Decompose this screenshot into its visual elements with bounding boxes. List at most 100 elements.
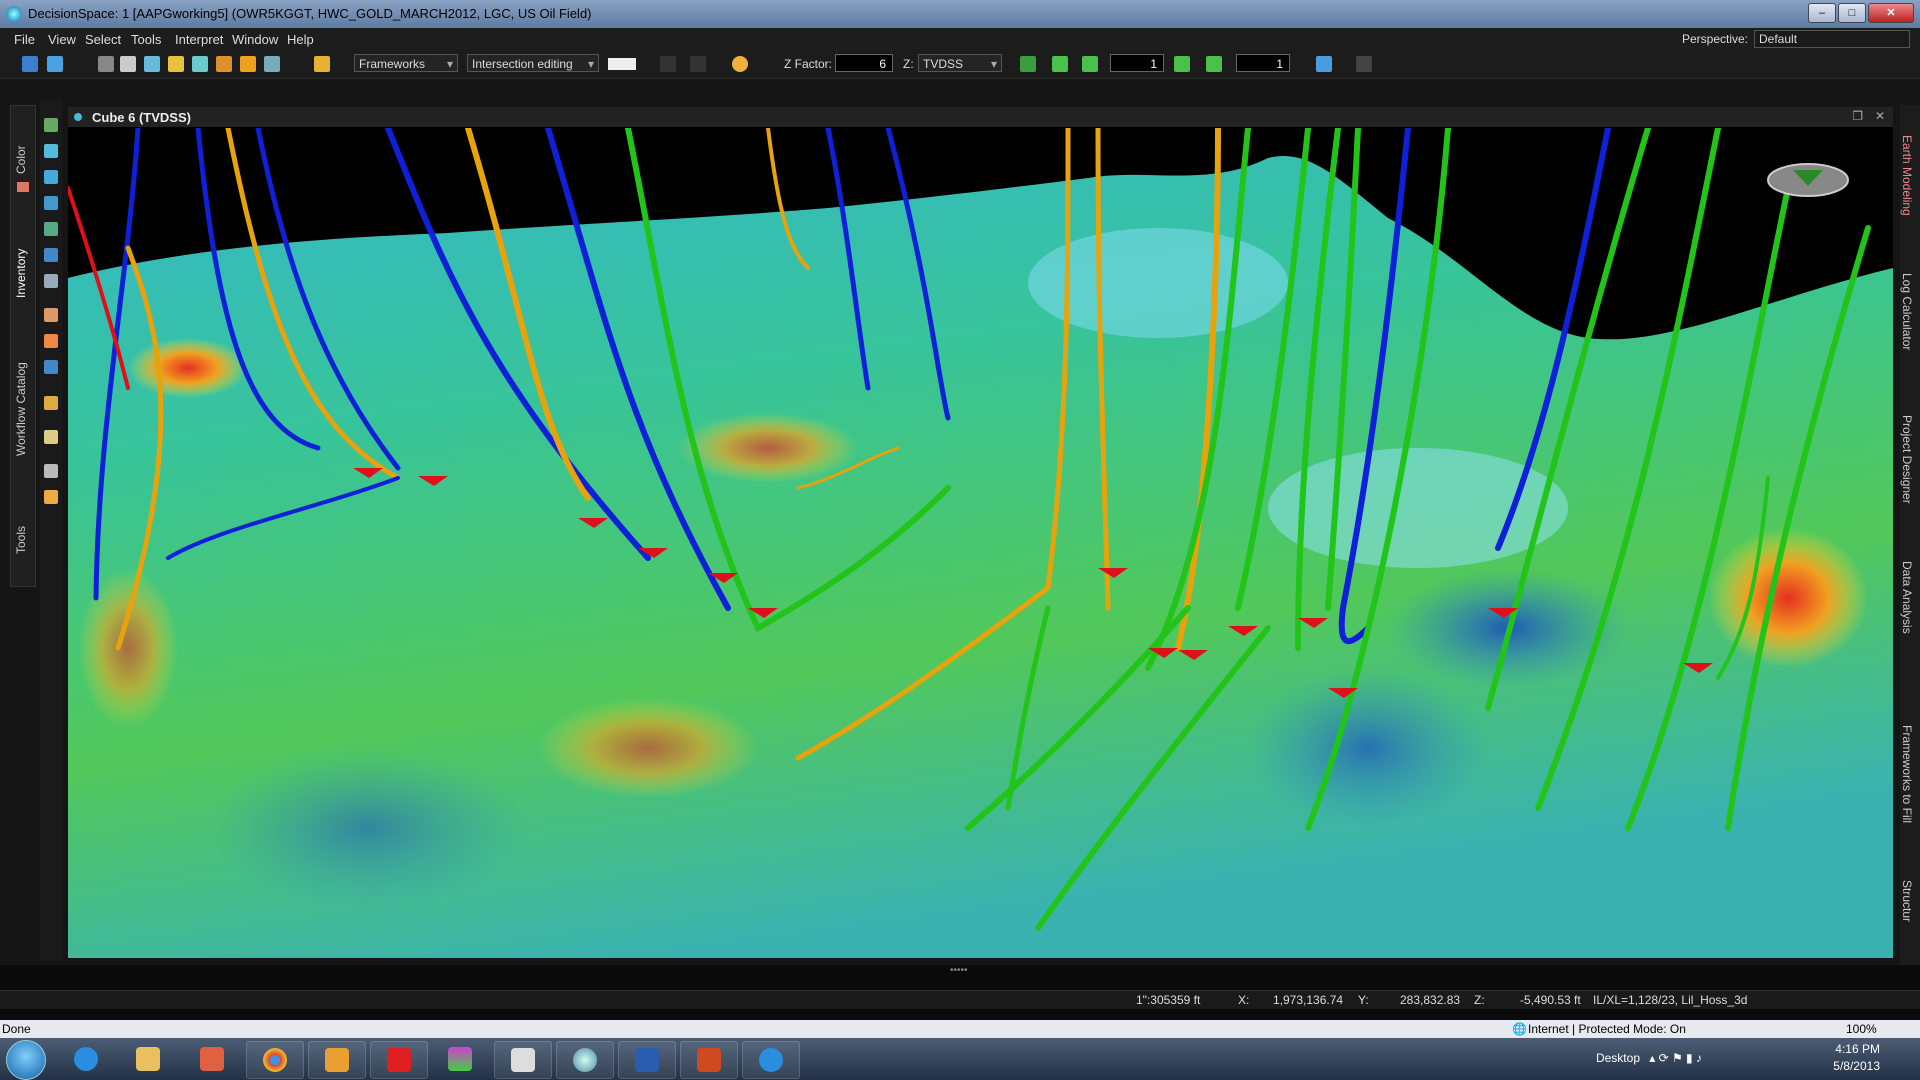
step-back-icon[interactable] — [1082, 56, 1098, 72]
tab-project-designer[interactable]: Project Designer — [1900, 415, 1914, 504]
print-icon[interactable] — [144, 56, 160, 72]
z-domain-combo[interactable]: TVDSS — [918, 54, 1002, 72]
tab-frameworks-to-fill[interactable]: Frameworks to Fill — [1900, 725, 1914, 823]
tab-inventory[interactable]: Inventory — [14, 249, 28, 298]
tool-pan-icon[interactable] — [44, 196, 58, 210]
tool-grid-icon[interactable] — [44, 118, 58, 132]
menu-help[interactable]: Help — [287, 32, 314, 47]
menu-window[interactable]: Window — [232, 32, 278, 47]
tab-data-analysis[interactable]: Data Analysis — [1900, 561, 1914, 634]
splitter-handle[interactable]: ••••• — [950, 965, 968, 976]
tool-home-icon[interactable] — [44, 222, 58, 236]
snapshot-icon[interactable] — [1316, 56, 1332, 72]
amplitude-hotspot — [78, 568, 178, 728]
tab-earth-modeling[interactable]: Earth Modeling — [1900, 135, 1914, 216]
menu-view[interactable]: View — [48, 32, 76, 47]
tool-map-icon[interactable] — [44, 396, 58, 410]
taskbar-media[interactable] — [184, 1041, 240, 1077]
seismic-surface-view[interactable] — [68, 128, 1893, 958]
taskbar-outlook[interactable] — [308, 1041, 366, 1079]
tool-layers-icon[interactable] — [44, 274, 58, 288]
redo-icon[interactable] — [690, 56, 706, 72]
zfactor-input[interactable]: 6 — [835, 54, 893, 72]
low-amplitude-zone — [1248, 668, 1488, 828]
pencil-icon[interactable] — [314, 56, 330, 72]
taskbar-decisionspace[interactable] — [556, 1041, 614, 1079]
zoom-level[interactable]: 100% — [1846, 1022, 1877, 1036]
surface-highlight — [1268, 448, 1568, 568]
new-session-icon[interactable] — [22, 56, 38, 72]
taskbar-app-target[interactable] — [494, 1041, 552, 1079]
close-panel-icon[interactable]: ✕ — [1875, 109, 1885, 123]
frameworks-combo[interactable]: Frameworks — [354, 54, 458, 72]
tray-icons[interactable]: ▴ ⟳ ⚑ ▮ ♪ — [1649, 1051, 1702, 1065]
tool-pointer-icon[interactable] — [44, 464, 58, 478]
play-back-icon[interactable] — [1052, 56, 1068, 72]
tool-frame-icon[interactable] — [44, 360, 58, 374]
pause-icon[interactable] — [1356, 56, 1372, 72]
taskbar-app-colors[interactable] — [432, 1041, 488, 1077]
menu-file[interactable]: File — [14, 32, 35, 47]
blank-icon[interactable] — [98, 56, 114, 72]
globe-icon[interactable] — [168, 56, 184, 72]
outlook-icon — [325, 1048, 349, 1072]
z-coordinate: -5,490.53 ft — [1520, 993, 1581, 1007]
frame-first-icon[interactable] — [1020, 56, 1036, 72]
color-tab-icon — [17, 182, 29, 192]
tab-log-calculator[interactable]: Log Calculator — [1900, 273, 1914, 350]
taskbar-app-red[interactable] — [370, 1041, 428, 1079]
tab-workflow-catalog[interactable]: Workflow Catalog — [14, 362, 28, 456]
media-icon — [200, 1047, 224, 1071]
taskbar-chrome[interactable] — [246, 1041, 304, 1079]
folder-icon — [136, 1047, 160, 1071]
frame-input-b[interactable]: 1 — [1236, 54, 1290, 72]
start-button[interactable] — [6, 1040, 46, 1080]
frame-input-a[interactable]: 1 — [1110, 54, 1164, 72]
tool-note-icon[interactable] — [44, 430, 58, 444]
decisionspace-icon — [573, 1048, 597, 1072]
play-forward-icon[interactable] — [1206, 56, 1222, 72]
minimize-button[interactable]: – — [1808, 3, 1836, 23]
menu-interpret[interactable]: Interpret — [175, 32, 223, 47]
clock-time[interactable]: 4:16 PM — [1835, 1042, 1880, 1056]
sun-icon[interactable] — [732, 56, 748, 72]
desktop-toolbar[interactable]: Desktop — [1596, 1051, 1640, 1065]
taskbar-word[interactable] — [618, 1041, 676, 1079]
taskbar-ie[interactable] — [742, 1041, 800, 1079]
restore-panel-icon[interactable]: ❐ — [1852, 109, 1863, 123]
taskbar-ie-pinned[interactable] — [58, 1041, 114, 1077]
taskbar-powerpoint[interactable] — [680, 1041, 738, 1079]
save-session-icon[interactable] — [47, 56, 63, 72]
tool-rotate-icon[interactable] — [44, 170, 58, 184]
3d-viewport[interactable] — [68, 128, 1893, 958]
menu-select[interactable]: Select — [85, 32, 121, 47]
screen-icon[interactable] — [264, 56, 280, 72]
lock-icon[interactable] — [120, 56, 136, 72]
clock-date[interactable]: 5/8/2013 — [1833, 1059, 1880, 1073]
tab-color[interactable]: Color — [14, 145, 28, 174]
intersection-combo[interactable]: Intersection editing — [467, 54, 599, 72]
close-button[interactable]: ✕ — [1868, 3, 1914, 23]
low-amplitude-zone — [208, 748, 528, 908]
inline-crossline: IL/XL=1,128/23, Lil_Hoss_3d — [1593, 993, 1747, 1007]
tab-structure[interactable]: Structur — [1900, 880, 1914, 922]
menu-tools[interactable]: Tools — [131, 32, 161, 47]
tab-tools[interactable]: Tools — [14, 526, 28, 554]
undo-icon[interactable] — [660, 56, 676, 72]
tool-target-icon[interactable] — [44, 334, 58, 348]
taskbar-explorer[interactable] — [120, 1041, 176, 1077]
x-label: X: — [1238, 993, 1249, 1007]
view-orientation-widget[interactable] — [1768, 164, 1848, 196]
bridge-icon[interactable] — [216, 56, 232, 72]
maximize-button[interactable]: □ — [1838, 3, 1866, 23]
perspective-label: Perspective: — [1682, 32, 1748, 46]
tool-cube-icon[interactable] — [44, 248, 58, 262]
tool-pencil-icon[interactable] — [44, 490, 58, 504]
tool-zoom-icon[interactable] — [44, 144, 58, 158]
tool-pick-icon[interactable] — [44, 308, 58, 322]
step-forward-icon[interactable] — [1174, 56, 1190, 72]
grid-icon[interactable] — [192, 56, 208, 72]
color-swatch[interactable] — [608, 58, 636, 70]
box-icon[interactable] — [240, 56, 256, 72]
perspective-select[interactable]: Default — [1754, 30, 1910, 48]
